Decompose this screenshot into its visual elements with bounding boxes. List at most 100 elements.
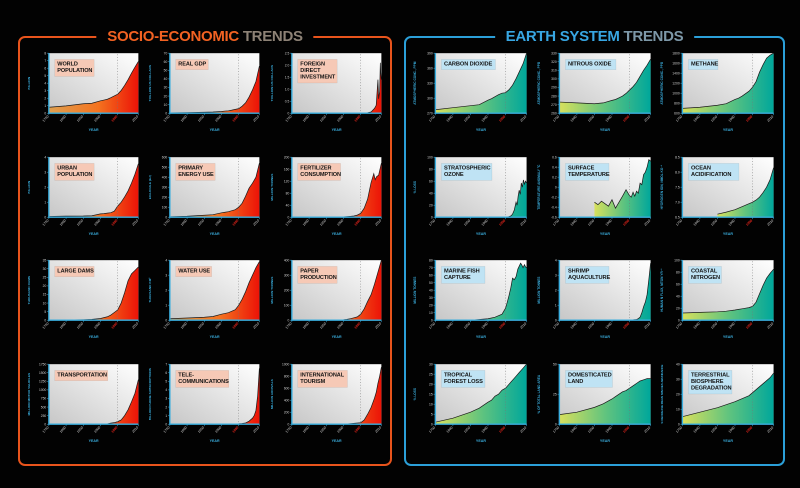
svg-text:1800: 1800 — [693, 218, 701, 226]
svg-text:40: 40 — [429, 288, 433, 292]
svg-text:1850: 1850 — [319, 321, 327, 329]
svg-text:60: 60 — [429, 273, 433, 277]
svg-text:8.0: 8.0 — [675, 170, 680, 174]
svg-text:300: 300 — [283, 273, 289, 277]
svg-text:1: 1 — [166, 303, 168, 307]
svg-text:INVESTMENT: INVESTMENT — [300, 75, 335, 81]
svg-text:DEGRADATION: DEGRADATION — [691, 385, 732, 391]
svg-text:330: 330 — [427, 81, 433, 85]
svg-text:4: 4 — [44, 81, 46, 85]
svg-text:1800: 1800 — [180, 321, 188, 329]
svg-text:1750: 1750 — [42, 218, 50, 226]
svg-text:7: 7 — [166, 362, 168, 366]
svg-text:1800: 1800 — [446, 321, 454, 329]
svg-text:2010: 2010 — [131, 425, 139, 433]
earth-system-panel-title: EARTH SYSTEM TRENDS — [494, 27, 695, 47]
svg-text:1900: 1900 — [215, 425, 223, 433]
svg-text:2010: 2010 — [643, 218, 651, 226]
svg-text:1850: 1850 — [197, 321, 205, 329]
svg-text:TRANSPORTATION: TRANSPORTATION — [57, 372, 107, 378]
svg-text:1750: 1750 — [42, 321, 50, 329]
svg-text:1900: 1900 — [604, 114, 612, 122]
mini-chart-urban-population: 0 1 2 3 4 1750 1800 1850 1900 1950 2010 BILLION YEAR… — [23, 152, 144, 256]
svg-text:1750: 1750 — [428, 425, 436, 433]
svg-text:1750: 1750 — [428, 218, 436, 226]
svg-text:1850: 1850 — [710, 218, 718, 226]
svg-text:200: 200 — [283, 155, 289, 159]
mini-chart-fertilizer-consumption: 0 40 80 120 160 200 1750 1800 1850 1900 1950 2010 MI… — [266, 152, 387, 256]
svg-text:YEAR: YEAR — [600, 128, 610, 132]
svg-text:YEAR: YEAR — [600, 335, 610, 339]
svg-text:PRODUCTION: PRODUCTION — [300, 275, 336, 281]
svg-text:330: 330 — [551, 51, 557, 55]
svg-text:MARINE FISH: MARINE FISH — [444, 268, 480, 274]
svg-text:1: 1 — [44, 200, 46, 204]
svg-text:20: 20 — [429, 303, 433, 307]
svg-text:OCEAN: OCEAN — [691, 165, 711, 171]
svg-text:2010: 2010 — [767, 218, 775, 226]
svg-text:80: 80 — [429, 258, 433, 262]
mini-chart-nitrous-oxide: 260 270 280 290 300 310 320 330 1750 1800 1850 1900… — [533, 48, 657, 152]
svg-text:1750: 1750 — [284, 425, 292, 433]
svg-text:0.2: 0.2 — [552, 175, 557, 179]
svg-text:0: 0 — [431, 215, 433, 219]
svg-text:YEAR: YEAR — [89, 438, 99, 442]
svg-text:800: 800 — [283, 374, 289, 378]
svg-text:1: 1 — [555, 303, 557, 307]
socio-economic-panel: SOCIO-ECONOMIC TRENDS 0 1 2 3 4 5 6 7 8 1750 1800 1… — [18, 27, 392, 466]
svg-text:1850: 1850 — [587, 114, 595, 122]
svg-text:1750: 1750 — [284, 218, 292, 226]
svg-text:BILLION: BILLION — [27, 76, 31, 90]
svg-text:BILLION PHONE SUBSCRIPTIONS: BILLION PHONE SUBSCRIPTIONS — [148, 368, 152, 420]
svg-text:2010: 2010 — [131, 218, 139, 226]
svg-text:TRILLION US DOLLARS: TRILLION US DOLLARS — [148, 65, 152, 101]
svg-text:1900: 1900 — [215, 321, 223, 329]
svg-text:2010: 2010 — [131, 114, 139, 122]
svg-text:YEAR: YEAR — [723, 335, 733, 339]
svg-text:CARBON DIOXIDE: CARBON DIOXIDE — [444, 61, 493, 67]
svg-text:ACIDIFICATION: ACIDIFICATION — [691, 171, 731, 177]
svg-text:1750: 1750 — [163, 218, 171, 226]
svg-text:400: 400 — [283, 398, 289, 402]
svg-text:NITROGEN: NITROGEN — [691, 275, 720, 281]
svg-text:YEAR: YEAR — [723, 128, 733, 132]
svg-text:1800: 1800 — [569, 218, 577, 226]
svg-text:0.6: 0.6 — [552, 155, 557, 159]
svg-text:20: 20 — [429, 203, 433, 207]
svg-text:20: 20 — [43, 284, 47, 288]
svg-text:1950: 1950 — [110, 321, 118, 329]
svg-text:POPULATION: POPULATION — [57, 171, 92, 177]
svg-text:40: 40 — [676, 294, 680, 298]
svg-text:1850: 1850 — [76, 114, 84, 122]
svg-text:1000: 1000 — [282, 362, 289, 366]
svg-text:1800: 1800 — [693, 114, 701, 122]
svg-text:1: 1 — [166, 413, 168, 417]
svg-text:0: 0 — [678, 422, 680, 426]
svg-text:10: 10 — [676, 407, 680, 411]
svg-text:1600: 1600 — [673, 61, 681, 65]
mini-chart-stratospheric-ozone: 0 20 40 60 80 100 1750 1800 1850 1900 1950 2010 % LO… — [409, 152, 533, 256]
svg-text:0: 0 — [166, 111, 168, 115]
svg-text:MILLION TONNES: MILLION TONNES — [270, 173, 274, 200]
svg-text:390: 390 — [427, 51, 433, 55]
svg-text:1750: 1750 — [675, 321, 683, 329]
svg-text:0: 0 — [44, 318, 46, 322]
svg-text:1800: 1800 — [673, 51, 681, 55]
svg-text:1850: 1850 — [76, 321, 84, 329]
svg-text:4: 4 — [166, 258, 168, 262]
svg-text:YEAR: YEAR — [331, 335, 341, 339]
svg-text:HYDROGEN ION, NMOL KG⁻¹: HYDROGEN ION, NMOL KG⁻¹ — [660, 164, 664, 209]
svg-text:600: 600 — [674, 111, 680, 115]
svg-text:YEAR: YEAR — [210, 335, 220, 339]
svg-text:REAL GDP: REAL GDP — [179, 61, 207, 67]
svg-text:25: 25 — [43, 276, 47, 280]
svg-text:1850: 1850 — [197, 425, 205, 433]
svg-text:3: 3 — [44, 89, 46, 93]
mini-chart-water-use: 0 1 2 3 4 1750 1800 1850 1900 1950 2010 THOUSAND KM… — [144, 255, 265, 359]
svg-text:BIOSPHERE: BIOSPHERE — [691, 378, 724, 384]
svg-text:270: 270 — [551, 103, 557, 107]
svg-text:YEAR: YEAR — [723, 231, 733, 235]
svg-text:3: 3 — [44, 170, 46, 174]
svg-text:1750: 1750 — [284, 114, 292, 122]
